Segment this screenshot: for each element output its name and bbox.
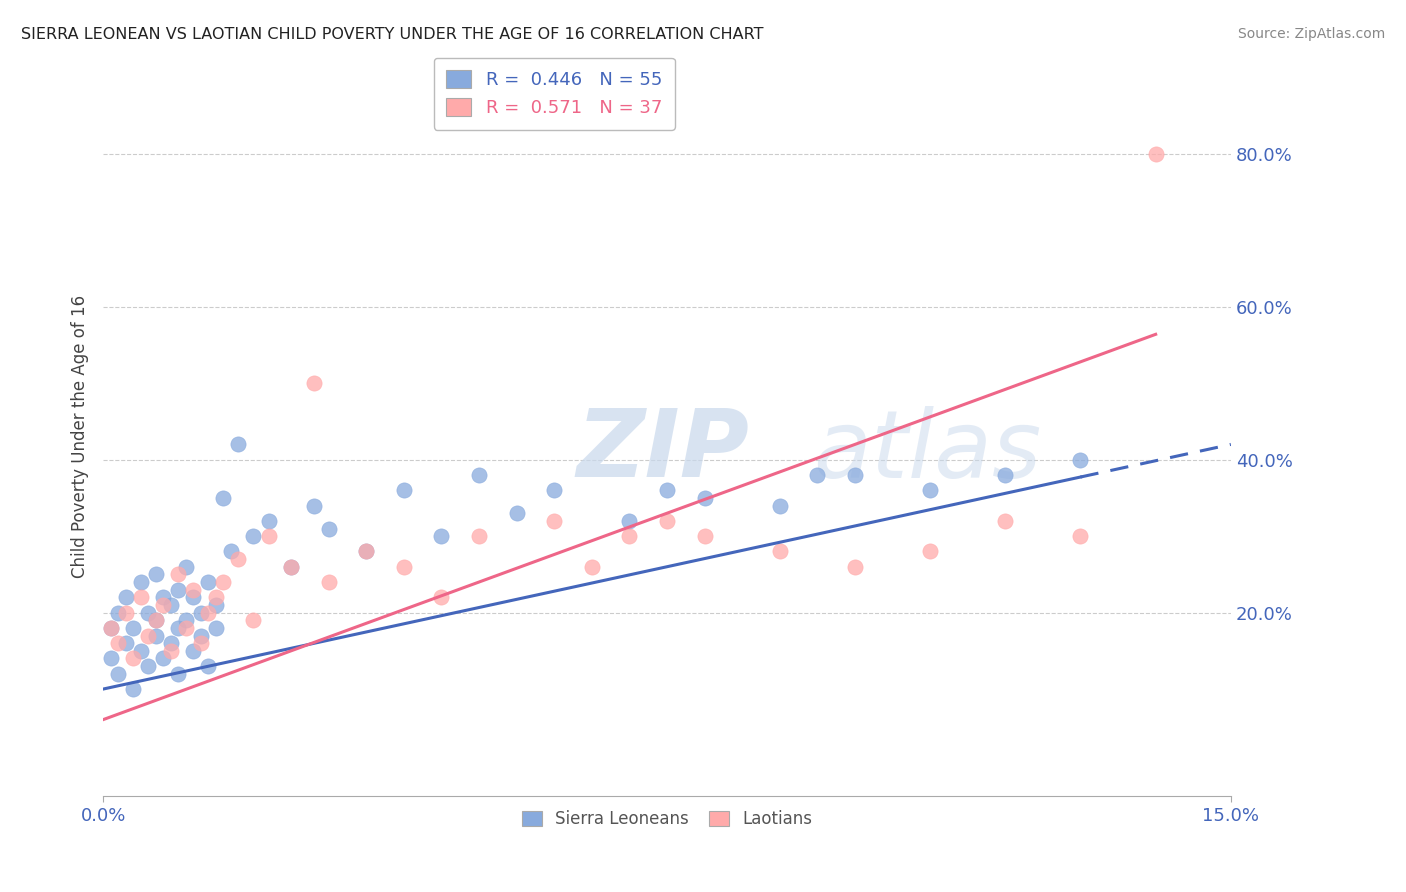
Point — [145, 613, 167, 627]
Point — [190, 628, 212, 642]
Point — [183, 591, 205, 605]
Point — [392, 559, 415, 574]
Point — [152, 598, 174, 612]
Point — [769, 499, 792, 513]
Point — [806, 468, 828, 483]
Point — [145, 613, 167, 627]
Point — [318, 521, 340, 535]
Point — [129, 591, 152, 605]
Point — [619, 529, 641, 543]
Point — [197, 659, 219, 673]
Point — [354, 544, 377, 558]
Point — [280, 559, 302, 574]
Point — [197, 606, 219, 620]
Point — [392, 483, 415, 498]
Legend: Sierra Leoneans, Laotians: Sierra Leoneans, Laotians — [515, 803, 818, 835]
Point — [302, 499, 325, 513]
Point — [107, 666, 129, 681]
Point — [159, 598, 181, 612]
Point — [100, 651, 122, 665]
Point — [693, 491, 716, 505]
Point — [354, 544, 377, 558]
Point — [129, 644, 152, 658]
Point — [318, 574, 340, 589]
Point — [167, 567, 190, 582]
Point — [693, 529, 716, 543]
Point — [581, 559, 603, 574]
Point — [468, 529, 491, 543]
Point — [205, 621, 228, 635]
Point — [205, 591, 228, 605]
Point — [257, 529, 280, 543]
Point — [219, 544, 242, 558]
Point — [430, 591, 453, 605]
Point — [190, 636, 212, 650]
Point — [197, 574, 219, 589]
Point — [302, 376, 325, 391]
Point — [655, 483, 678, 498]
Point — [994, 514, 1017, 528]
Point — [1069, 452, 1091, 467]
Point — [114, 636, 136, 650]
Point — [280, 559, 302, 574]
Point — [100, 621, 122, 635]
Point — [543, 514, 565, 528]
Point — [167, 582, 190, 597]
Point — [136, 659, 159, 673]
Point — [100, 621, 122, 635]
Point — [107, 606, 129, 620]
Point — [122, 651, 145, 665]
Point — [994, 468, 1017, 483]
Point — [107, 636, 129, 650]
Point — [174, 621, 197, 635]
Point — [228, 437, 250, 451]
Point — [212, 574, 235, 589]
Point — [242, 529, 264, 543]
Point — [159, 644, 181, 658]
Point — [167, 621, 190, 635]
Point — [844, 468, 866, 483]
Point — [257, 514, 280, 528]
Point — [769, 544, 792, 558]
Point — [167, 666, 190, 681]
Point — [122, 681, 145, 696]
Point — [136, 628, 159, 642]
Point — [228, 552, 250, 566]
Point — [543, 483, 565, 498]
Point — [655, 514, 678, 528]
Point — [619, 514, 641, 528]
Text: Source: ZipAtlas.com: Source: ZipAtlas.com — [1237, 27, 1385, 41]
Point — [468, 468, 491, 483]
Point — [114, 606, 136, 620]
Point — [114, 591, 136, 605]
Point — [242, 613, 264, 627]
Point — [129, 574, 152, 589]
Point — [205, 598, 228, 612]
Point — [145, 567, 167, 582]
Point — [183, 582, 205, 597]
Text: atlas: atlas — [814, 406, 1042, 497]
Point — [122, 621, 145, 635]
Point — [183, 644, 205, 658]
Point — [430, 529, 453, 543]
Point — [212, 491, 235, 505]
Point — [152, 651, 174, 665]
Point — [1069, 529, 1091, 543]
Point — [174, 613, 197, 627]
Point — [920, 483, 942, 498]
Point — [920, 544, 942, 558]
Y-axis label: Child Poverty Under the Age of 16: Child Poverty Under the Age of 16 — [72, 295, 89, 578]
Point — [145, 628, 167, 642]
Point — [152, 591, 174, 605]
Text: ZIP: ZIP — [576, 405, 749, 497]
Point — [1144, 147, 1167, 161]
Point — [190, 606, 212, 620]
Point — [174, 559, 197, 574]
Text: SIERRA LEONEAN VS LAOTIAN CHILD POVERTY UNDER THE AGE OF 16 CORRELATION CHART: SIERRA LEONEAN VS LAOTIAN CHILD POVERTY … — [21, 27, 763, 42]
Point — [136, 606, 159, 620]
Point — [159, 636, 181, 650]
Point — [505, 506, 527, 520]
Point — [844, 559, 866, 574]
